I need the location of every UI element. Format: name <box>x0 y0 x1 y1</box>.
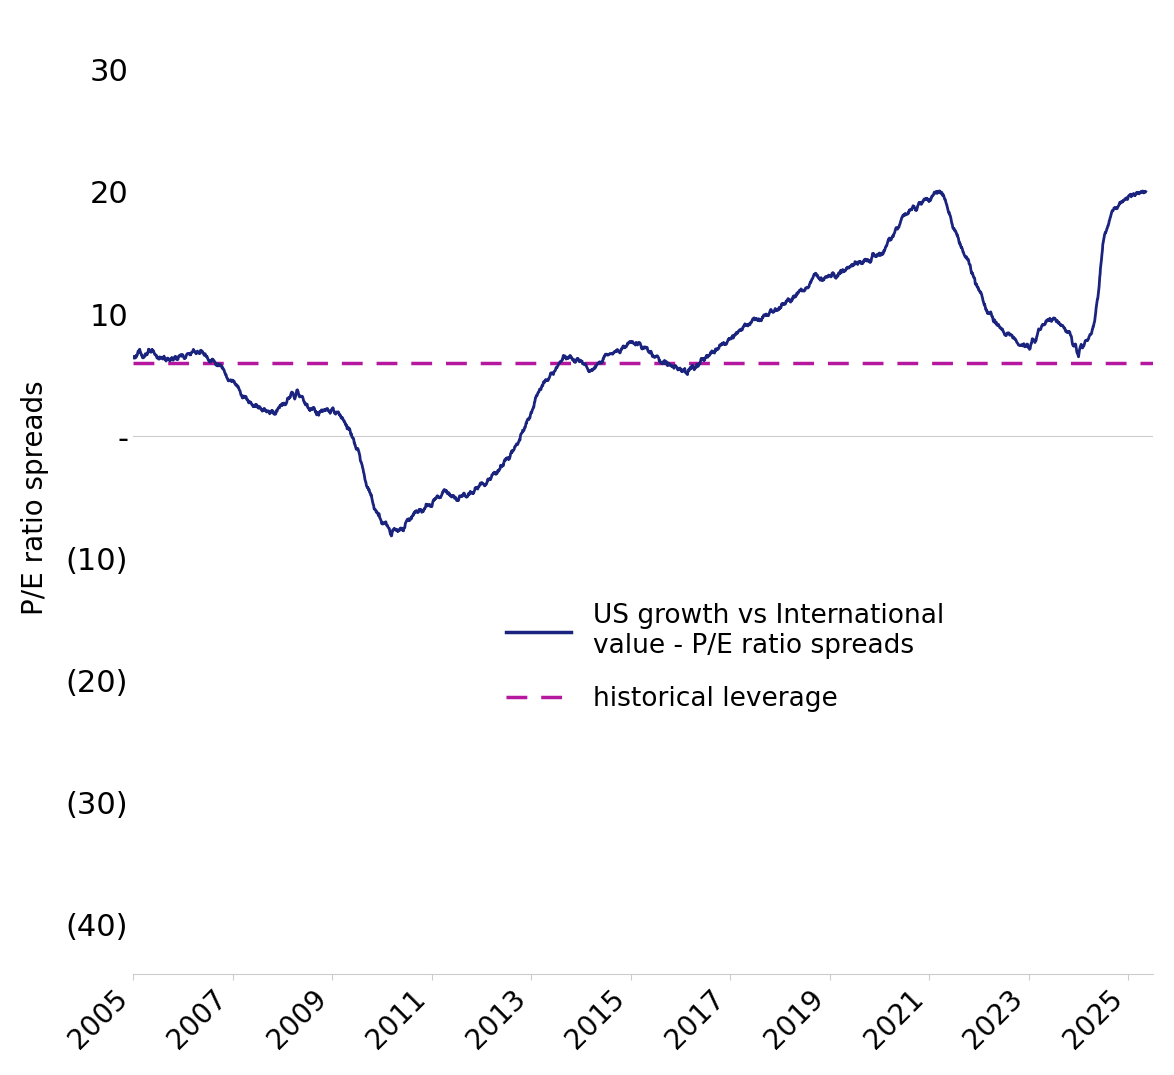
Y-axis label: P/E ratio spreads: P/E ratio spreads <box>21 381 49 615</box>
Legend: US growth vs International
value - P/E ratio spreads, historical leverage: US growth vs International value - P/E r… <box>495 593 954 722</box>
